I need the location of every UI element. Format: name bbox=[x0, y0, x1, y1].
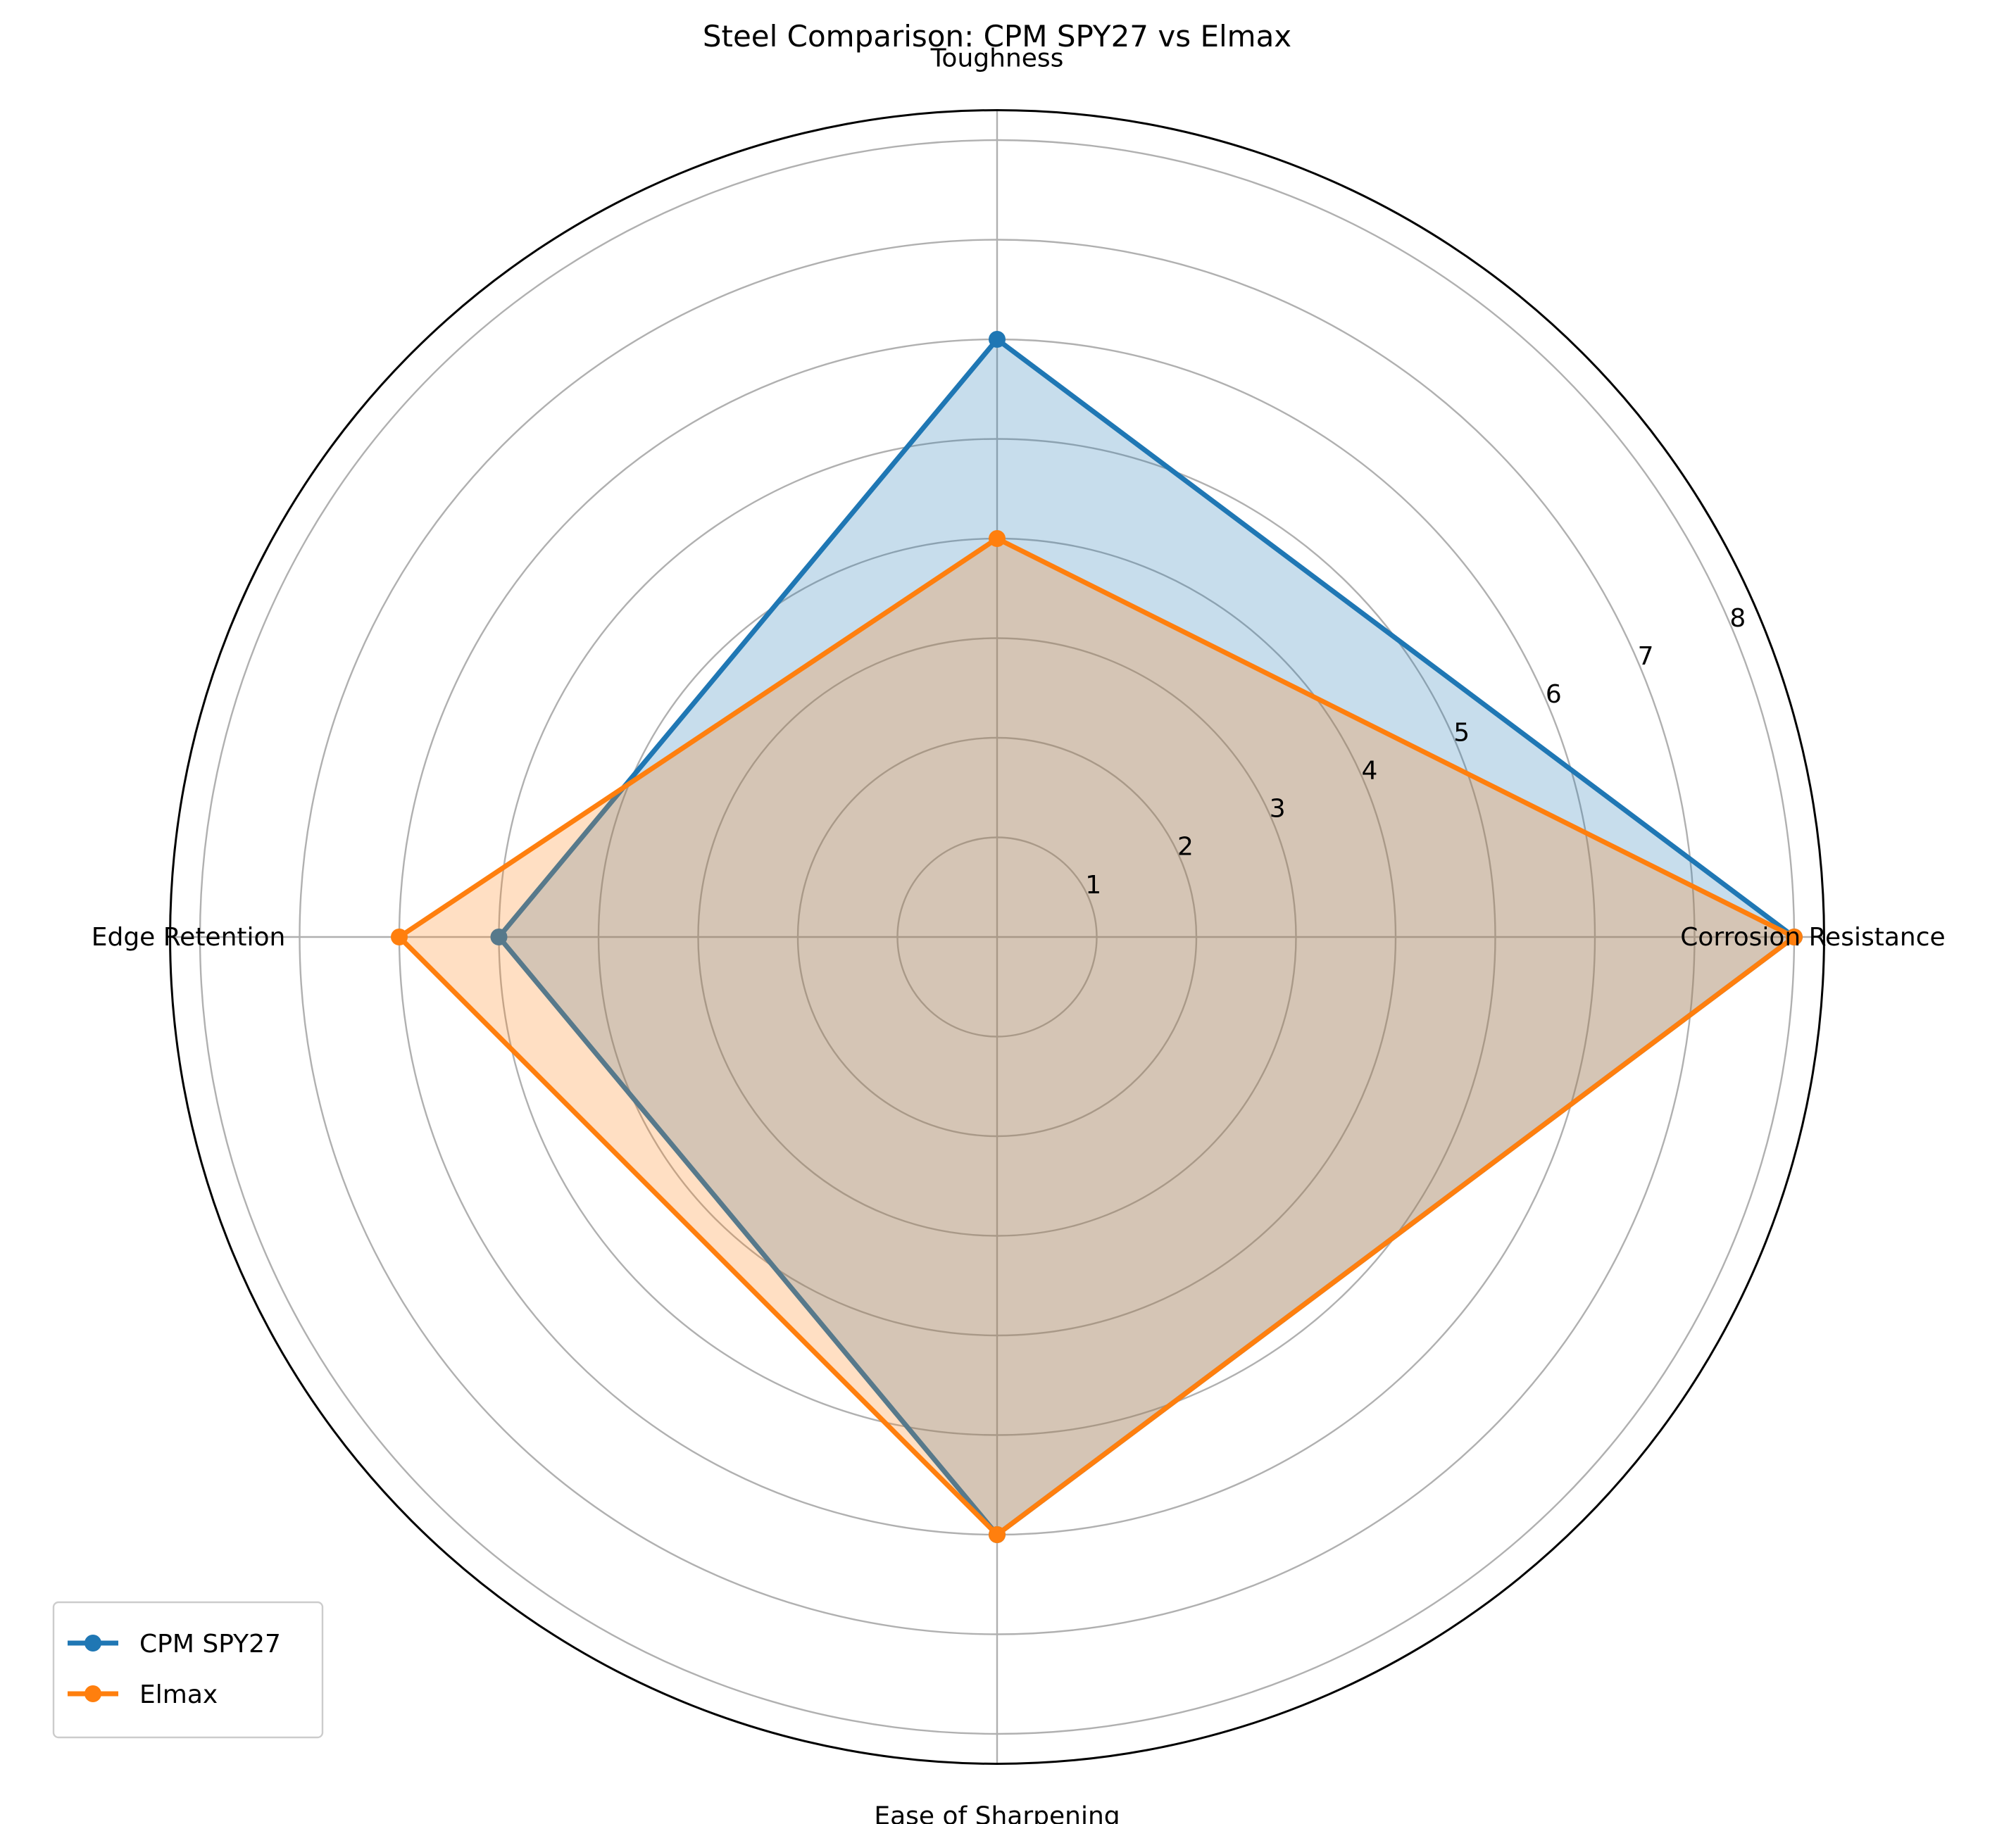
series-fill-1 bbox=[399, 539, 1794, 1535]
radial-tick-7: 7 bbox=[1638, 642, 1654, 671]
category-labels: Corrosion Resistance Toughness Edge Retent… bbox=[92, 44, 1946, 1824]
series-layer bbox=[391, 331, 1803, 1543]
legend-label-1: Elmax bbox=[139, 1680, 218, 1709]
legend-box bbox=[52, 1601, 324, 1739]
legend-marker-0 bbox=[84, 1635, 101, 1652]
series-1-point-1 bbox=[989, 530, 1006, 547]
legend-marker-1 bbox=[84, 1685, 101, 1702]
legend: CPM SPY27 Elmax bbox=[52, 1601, 324, 1739]
series-1-point-3 bbox=[989, 1526, 1006, 1543]
radial-tick-6: 6 bbox=[1546, 680, 1562, 709]
series-0-point-2 bbox=[490, 929, 508, 945]
series-0-point-1 bbox=[989, 331, 1006, 348]
polar-frame bbox=[169, 109, 1825, 1765]
radial-tick-8: 8 bbox=[1729, 604, 1746, 633]
legend-label-0: CPM SPY27 bbox=[139, 1630, 281, 1659]
radial-tick-3: 3 bbox=[1270, 795, 1286, 824]
radial-tick-1: 1 bbox=[1085, 871, 1101, 900]
series-1-point-2 bbox=[391, 929, 408, 945]
radial-tick-labels: 1 2 3 4 5 6 7 8 bbox=[1085, 604, 1746, 900]
chart-title: Steel Comparison: CPM SPY27 vs Elmax bbox=[703, 19, 1291, 54]
radial-tick-5: 5 bbox=[1453, 718, 1470, 747]
category-label-3: Ease of Sharpening bbox=[874, 1801, 1120, 1824]
series-1-point-0 bbox=[1786, 929, 1803, 945]
category-label-1: Toughness bbox=[930, 44, 1064, 73]
radial-tick-4: 4 bbox=[1361, 756, 1377, 785]
series-fill-0 bbox=[499, 339, 1794, 1535]
category-label-0: Corrosion Resistance bbox=[1680, 923, 1945, 952]
radial-tick-2: 2 bbox=[1177, 833, 1194, 862]
category-label-2: Edge Retention bbox=[92, 923, 286, 952]
